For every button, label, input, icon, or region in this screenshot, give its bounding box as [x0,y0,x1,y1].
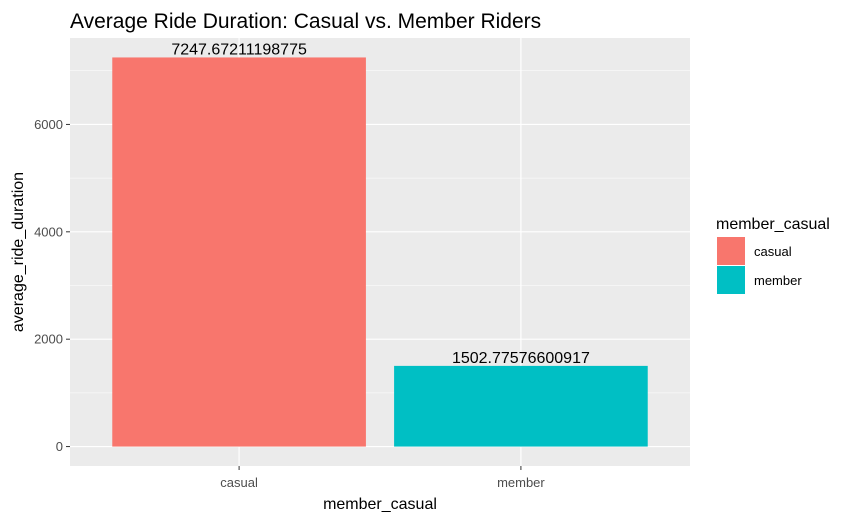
bar-casual [112,57,366,447]
legend-label-member: member [754,273,802,288]
legend: member_casual casual member [716,216,830,294]
y-axis-title: average_ride_duration [10,172,27,332]
y-tick-label: 4000 [34,224,63,239]
legend-title: member_casual [716,216,830,233]
bar-member [394,365,648,447]
y-tick-label: 6000 [34,117,63,132]
legend-label-casual: casual [754,244,792,259]
x-tick-label: casual [220,475,258,490]
y-axis: 0 2000 4000 6000 [34,117,70,454]
y-tick-label: 0 [56,439,63,454]
x-axis: casual member [220,466,545,490]
legend-key-member [717,266,745,294]
chart-title: Average Ride Duration: Casual vs. Member… [70,10,541,33]
y-tick-label: 2000 [34,332,63,347]
legend-key-casual [717,237,745,265]
data-label-member: 1502.77576600917 [452,350,590,367]
bars [112,57,648,447]
x-axis-title: member_casual [323,496,437,513]
x-tick-label: member [497,475,545,490]
data-labels: 7247.67211198775 1502.77576600917 [171,41,590,366]
data-label-casual: 7247.67211198775 [171,41,307,58]
